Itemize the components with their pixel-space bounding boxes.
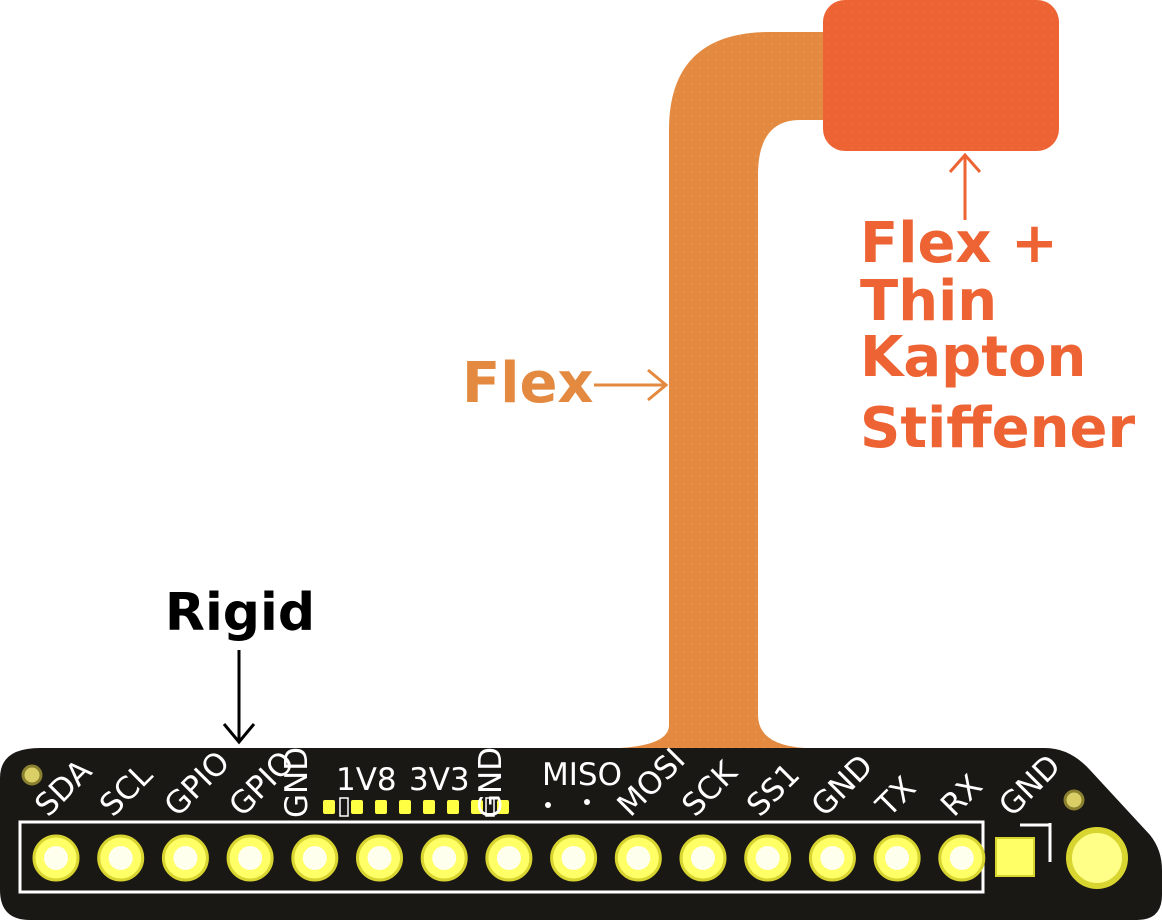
arrow-icon <box>222 650 256 745</box>
rigid-label: Rigid <box>165 583 315 643</box>
stiffener-label-line-3: Kapton <box>860 325 1086 390</box>
mount-hole-icon <box>1066 827 1128 889</box>
jumper-1-label: 1V8 <box>336 762 397 798</box>
stiffener-label: Flex + Thin Kapton Stiffener <box>860 211 1135 461</box>
header-pad-hole <box>691 846 715 870</box>
arrow-icon <box>594 368 669 402</box>
board-outline <box>0 748 1162 920</box>
header-pad-hole <box>367 846 392 870</box>
stiffener-label-line-4: Stiffener <box>860 396 1135 461</box>
pin-label: GND <box>473 747 509 818</box>
mount-hole-icon <box>1063 789 1085 811</box>
header-pad-hole <box>302 846 327 870</box>
header-pad-hole <box>432 846 457 870</box>
square-pad-icon <box>995 837 1035 877</box>
flex-traces <box>620 32 845 748</box>
header-pad-hole <box>496 846 521 870</box>
arrow-icon <box>948 152 982 220</box>
stiffener-label-line-1: Flex + <box>860 211 1058 276</box>
jumper-2-label: 3V3 <box>409 762 470 798</box>
header-pad-hole <box>238 846 263 870</box>
header-pad-hole <box>173 846 198 870</box>
header-pad-hole <box>820 846 845 870</box>
mount-hole-icon <box>21 764 43 786</box>
miso-label: MISO <box>542 757 622 793</box>
flex-label: Flex <box>462 351 594 416</box>
stiffener-label-line-2: Thin <box>860 269 997 334</box>
header-pad-hole <box>949 846 974 870</box>
flex-cable <box>620 32 845 748</box>
jumper-pads <box>323 797 509 817</box>
header-pad-hole <box>108 846 133 870</box>
stiffener <box>823 0 1059 151</box>
header-pad-hole <box>885 846 910 870</box>
header-pad-hole <box>561 846 586 870</box>
header-pad-hole <box>626 846 651 870</box>
header-pads <box>32 834 986 882</box>
pin-label: GND <box>279 747 315 818</box>
header-pad-hole <box>755 846 780 870</box>
header-pad-hole <box>44 846 68 870</box>
